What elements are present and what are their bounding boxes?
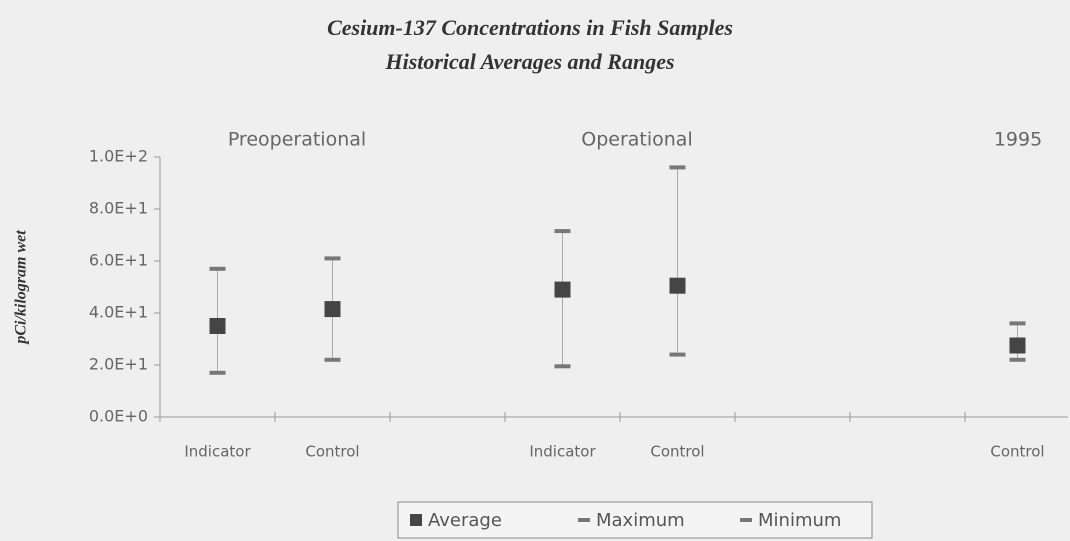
- average-marker: [554, 281, 571, 298]
- max-marker: [209, 266, 226, 271]
- group-label: 1995: [994, 129, 1042, 151]
- y-tick-label: 2.0E+1: [89, 355, 148, 374]
- group-label: Preoperational: [228, 129, 366, 151]
- x-tick-label: Control: [305, 443, 359, 461]
- group-label: Operational: [581, 129, 692, 151]
- legend-label: Maximum: [596, 510, 685, 531]
- x-tick-label: Control: [650, 443, 704, 461]
- y-tick-label: 0.0E+0: [89, 407, 148, 426]
- average-marker: [209, 318, 226, 334]
- x-tick-label: Control: [990, 443, 1044, 461]
- min-marker: [324, 357, 341, 362]
- y-tick-label: 8.0E+1: [89, 199, 148, 218]
- legend-swatch: [410, 514, 422, 526]
- average-marker: [324, 301, 341, 318]
- y-tick-label: 1.0E+2: [89, 147, 148, 166]
- min-marker: [554, 364, 571, 369]
- y-axis-label: pCi/kilogram wet: [13, 230, 30, 346]
- legend-label: Minimum: [758, 510, 841, 531]
- x-tick-label: Indicator: [529, 443, 596, 461]
- max-marker: [669, 165, 686, 170]
- y-tick-label: 4.0E+1: [89, 303, 148, 322]
- y-tick-label: 6.0E+1: [89, 251, 148, 270]
- min-marker: [1009, 357, 1026, 362]
- legend-swatch: [578, 518, 590, 522]
- legend-swatch: [740, 518, 752, 522]
- legend-box: [397, 501, 873, 539]
- min-marker: [669, 352, 686, 357]
- chart-subtitle: Historical Averages and Ranges: [384, 49, 674, 74]
- min-marker: [209, 370, 226, 375]
- x-tick-label: Indicator: [184, 443, 251, 461]
- legend-label: Average: [428, 510, 502, 531]
- max-marker: [324, 256, 341, 261]
- max-marker: [1009, 321, 1026, 326]
- average-marker: [669, 277, 686, 294]
- average-marker: [1009, 337, 1026, 354]
- chart-title: Cesium-137 Concentrations in Fish Sample…: [327, 15, 733, 40]
- max-marker: [554, 229, 571, 234]
